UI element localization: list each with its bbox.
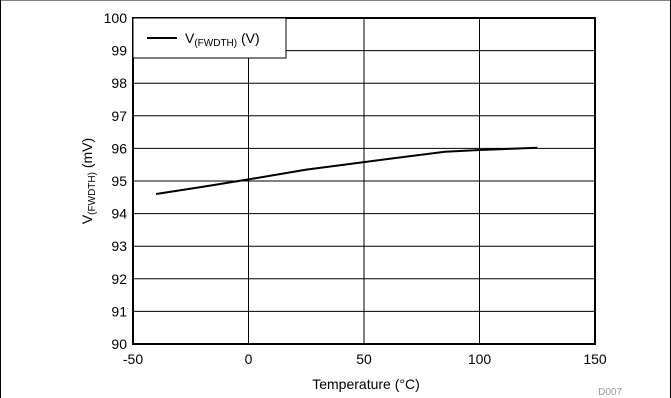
y-tick-label-7: 97 [111,108,127,124]
y-tick-label-3: 93 [111,238,127,254]
x-tick-label-2: 50 [356,351,372,367]
y-tick-label-10: 100 [104,10,128,26]
y-tick-label-0: 90 [111,336,127,352]
y-tick-label-1: 91 [111,303,127,319]
series-line-0 [155,146,538,195]
plot-area-border [132,17,596,345]
y-tick-label-6: 96 [111,140,127,156]
grid-lines [133,18,595,344]
y-axis-title: V(FWDTH) (mV) [79,138,98,224]
y-axis-tick-labels: 90 91 92 93 94 95 96 97 98 99 100 [104,10,128,352]
y-tick-label-8: 98 [111,75,127,91]
y-tick-label-2: 92 [111,271,127,287]
y-axis-title-unit: (mV) [79,138,95,172]
x-axis-tick-labels: -50 0 50 100 150 [123,351,607,367]
y-axis-title-main: V [79,214,95,224]
legend: V(FWDTH) (V) [132,17,287,59]
x-tick-label-1: 0 [245,351,253,367]
figure-id: D007 [598,387,622,398]
y-tick-label-4: 94 [111,206,127,222]
legend-entry-unit: (V) [237,30,260,46]
y-axis-title-subscript: (FWDTH) [87,172,98,215]
x-axis-title: Temperature (°C) [312,376,420,392]
series-layer [155,146,538,195]
x-tick-label-4: 150 [583,351,607,367]
legend-entry-subscript: (FWDTH) [194,38,237,49]
x-tick-label-0: -50 [123,351,143,367]
x-tick-label-3: 100 [468,351,492,367]
y-tick-label-5: 95 [111,173,127,189]
legend-entry-main: V [185,30,195,46]
legend-entry: V(FWDTH) (V) [185,30,260,49]
y-tick-label-9: 99 [111,43,127,59]
